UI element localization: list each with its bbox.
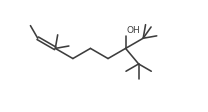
Text: OH: OH — [127, 26, 140, 35]
